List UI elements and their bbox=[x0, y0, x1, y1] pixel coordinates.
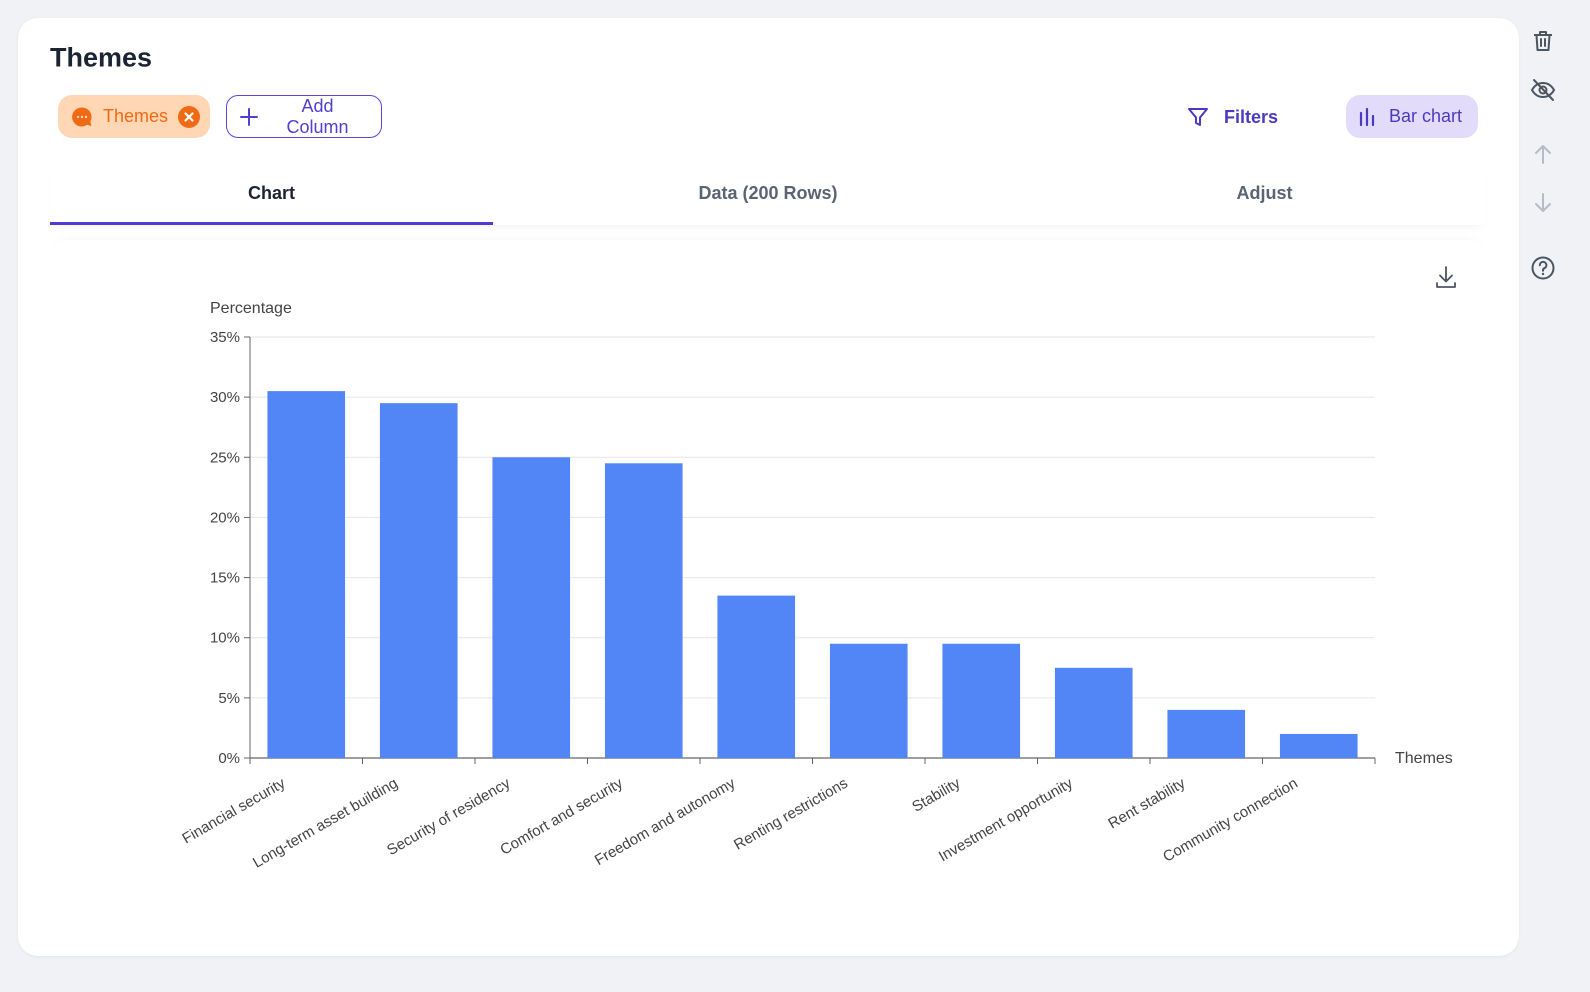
add-column-label: Add Column bbox=[286, 95, 349, 137]
help-icon[interactable] bbox=[1530, 255, 1556, 281]
x-axis-title: Themes bbox=[1395, 750, 1453, 767]
y-axis-title: Percentage bbox=[210, 300, 292, 317]
eye-off-icon[interactable] bbox=[1530, 77, 1556, 103]
bar-chart-icon bbox=[1359, 107, 1375, 126]
trash-icon[interactable] bbox=[1530, 28, 1556, 54]
bar[interactable] bbox=[604, 463, 683, 758]
x-tick-label: Stability bbox=[909, 774, 963, 815]
close-icon[interactable] bbox=[177, 105, 201, 129]
page-title: Themes bbox=[50, 42, 153, 73]
y-tick-label: 10% bbox=[210, 630, 240, 647]
arrow-up-icon[interactable] bbox=[1530, 141, 1556, 167]
bar[interactable] bbox=[267, 391, 346, 758]
filters-label: Filters bbox=[1224, 106, 1279, 127]
x-tick-label: Rent stability bbox=[1105, 774, 1188, 832]
bar[interactable] bbox=[1167, 709, 1246, 758]
bar[interactable] bbox=[492, 457, 571, 758]
bar[interactable] bbox=[1279, 733, 1358, 758]
y-tick-label: 15% bbox=[210, 570, 240, 587]
chart-type-label: Bar chart bbox=[1389, 106, 1463, 126]
arrow-down-icon[interactable] bbox=[1530, 190, 1556, 216]
bar[interactable] bbox=[717, 595, 796, 758]
y-tick-label: 35% bbox=[210, 329, 240, 346]
x-tick-label: Renting restrictions bbox=[731, 775, 851, 854]
column-pill-label: Themes bbox=[103, 106, 169, 126]
download-icon[interactable] bbox=[1434, 264, 1458, 290]
tab-data[interactable]: Data (200 Rows) bbox=[698, 183, 838, 203]
plus-icon bbox=[239, 107, 258, 126]
column-pill-themes[interactable]: Themes bbox=[58, 95, 210, 138]
bar[interactable] bbox=[379, 403, 458, 758]
tab-bar: Chart Data (200 Rows) Adjust bbox=[50, 162, 1486, 225]
tab-chart[interactable]: Chart bbox=[247, 183, 295, 203]
tab-adjust[interactable]: Adjust bbox=[1236, 183, 1293, 203]
x-tick-label: Financial security bbox=[179, 774, 288, 847]
bar[interactable] bbox=[1054, 667, 1133, 758]
filter-icon bbox=[1188, 108, 1208, 126]
y-tick-label: 25% bbox=[210, 449, 240, 466]
active-tab-indicator bbox=[50, 222, 493, 225]
bar[interactable] bbox=[829, 643, 908, 758]
y-tick-label: 5% bbox=[218, 690, 240, 707]
chat-bubble-icon bbox=[72, 106, 92, 126]
y-tick-label: 20% bbox=[210, 509, 240, 526]
add-column-button[interactable]: Add Column bbox=[226, 95, 382, 138]
filters-button[interactable]: Filters bbox=[1186, 97, 1278, 137]
y-tick-label: 30% bbox=[210, 389, 240, 406]
y-tick-label: 0% bbox=[218, 750, 240, 767]
bar[interactable] bbox=[942, 643, 1021, 758]
chart-type-button[interactable]: Bar chart bbox=[1346, 95, 1478, 138]
x-tick-label: Security of residency bbox=[384, 774, 514, 859]
